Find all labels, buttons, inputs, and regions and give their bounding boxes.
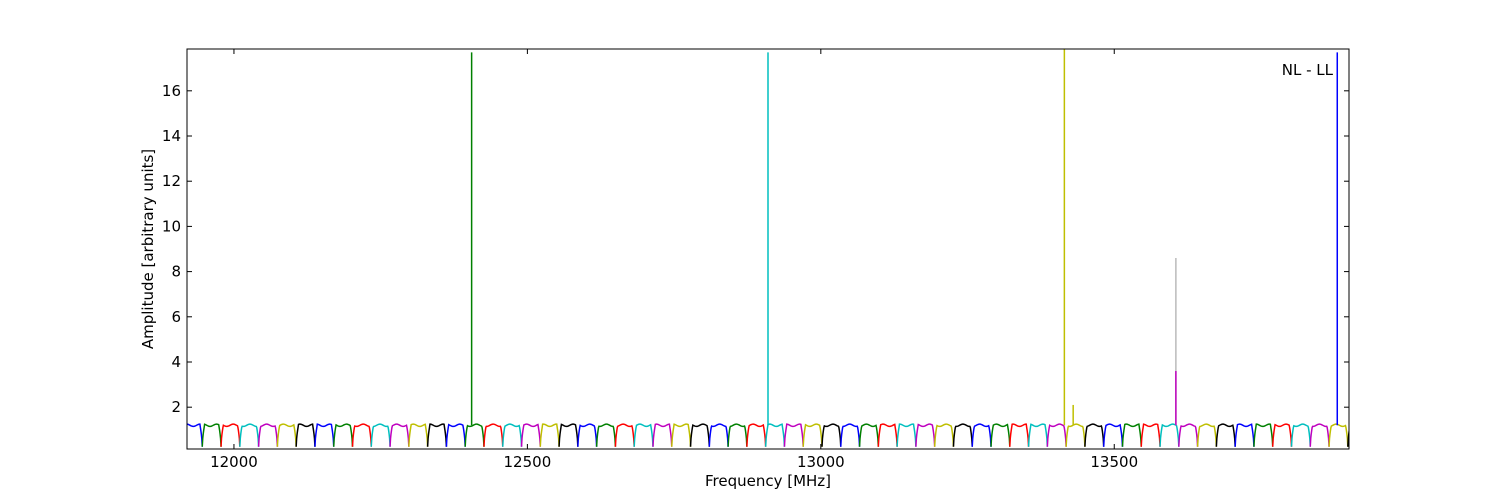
y-axis-label: Amplitude [arbitrary units]: [139, 149, 157, 349]
subband-curve: [501, 423, 523, 447]
y-tick-label: 6: [171, 308, 181, 326]
subband-curve: [445, 423, 466, 447]
subband-curve: [952, 423, 973, 447]
subband-curve: [840, 423, 861, 447]
baseline-annotation: NL - LL: [1282, 61, 1334, 79]
subband-curve: [671, 423, 692, 447]
subband-curve: [1046, 423, 1067, 447]
subband-curve: [1121, 423, 1142, 447]
subband-curve: [1065, 423, 1086, 447]
subband-curve: [633, 423, 654, 447]
subband-curve: [783, 423, 804, 447]
y-tick-label: 4: [171, 353, 181, 371]
subband-curve: [858, 423, 880, 447]
subband-curve: [220, 423, 241, 447]
subband-curve: [370, 423, 391, 447]
subband-curve: [652, 423, 673, 447]
subband-curve: [464, 423, 485, 447]
subband-curve: [802, 423, 823, 447]
subband-curve: [1347, 427, 1349, 447]
subband-curve: [1027, 423, 1049, 447]
plot-frame: [186, 48, 1350, 450]
subband-curve: [915, 423, 936, 447]
subband-curve: [1215, 423, 1236, 447]
subband-curve: [332, 423, 354, 447]
subband-curve: [201, 423, 222, 447]
x-ticks: 12000 12500 13000 13500: [210, 49, 1138, 471]
subband-curve: [1140, 423, 1161, 447]
y-tick-label: 10: [162, 217, 181, 235]
subband-curve: [1309, 423, 1330, 447]
y-tick-label: 16: [162, 82, 181, 100]
x-tick-label: 12000: [210, 453, 258, 471]
x-tick-label: 13500: [1090, 453, 1138, 471]
subband-curve: [408, 423, 429, 447]
subband-curve: [1290, 423, 1312, 447]
subband-curve: [257, 423, 279, 447]
subband-curve: [877, 423, 898, 447]
x-axis-label: Frequency [MHz]: [705, 472, 831, 490]
subband-curve: [351, 423, 373, 447]
subband-curve: [1234, 423, 1255, 447]
y-tick-label: 14: [162, 127, 181, 145]
subband-curve: [389, 423, 410, 447]
subband-curve: [239, 423, 260, 447]
subband-curve: [276, 423, 297, 447]
y-ticks: 2 4 6 8 10 12 14 16: [162, 82, 1349, 416]
subband-curve: [933, 423, 955, 447]
y-tick-label: 12: [162, 172, 181, 190]
x-tick-label: 13000: [797, 453, 845, 471]
x-tick-label: 12500: [504, 453, 552, 471]
subband-curve: [483, 423, 504, 447]
subband-curve: [896, 423, 917, 447]
subband-curve: [187, 423, 204, 447]
subband-curve: [295, 423, 316, 447]
subband-curve: [520, 423, 542, 447]
subband-curve: [1084, 423, 1105, 447]
subband-curve: [595, 423, 617, 447]
subband-curve: [539, 423, 560, 447]
subband-curve: [1328, 423, 1349, 447]
subband-curve: [990, 423, 1011, 447]
subband-curve: [1253, 423, 1274, 447]
subband-curve: [426, 423, 448, 447]
subband-curve: [727, 423, 748, 447]
spike-layer: [470, 49, 1339, 426]
subband-curve: [746, 423, 767, 447]
subband-curve: [1102, 423, 1124, 447]
subband-curve: [577, 423, 598, 447]
subband-curve: [821, 423, 842, 447]
subband-curve: [1009, 423, 1030, 447]
subband-curve: [614, 423, 635, 447]
subband-curve: [689, 423, 711, 447]
subband-curve: [1159, 423, 1180, 447]
subband-curve: [1196, 423, 1218, 447]
subband-curve: [314, 423, 335, 447]
subband-curve: [708, 423, 729, 447]
y-tick-label: 2: [171, 398, 181, 416]
subband-curve: [764, 423, 786, 447]
y-tick-label: 8: [171, 263, 181, 281]
subband-curve: [1178, 423, 1199, 447]
subband-curve: [558, 423, 579, 447]
series-layer: [187, 423, 1349, 447]
subband-curve: [971, 423, 992, 447]
subband-curve: [1271, 423, 1293, 447]
